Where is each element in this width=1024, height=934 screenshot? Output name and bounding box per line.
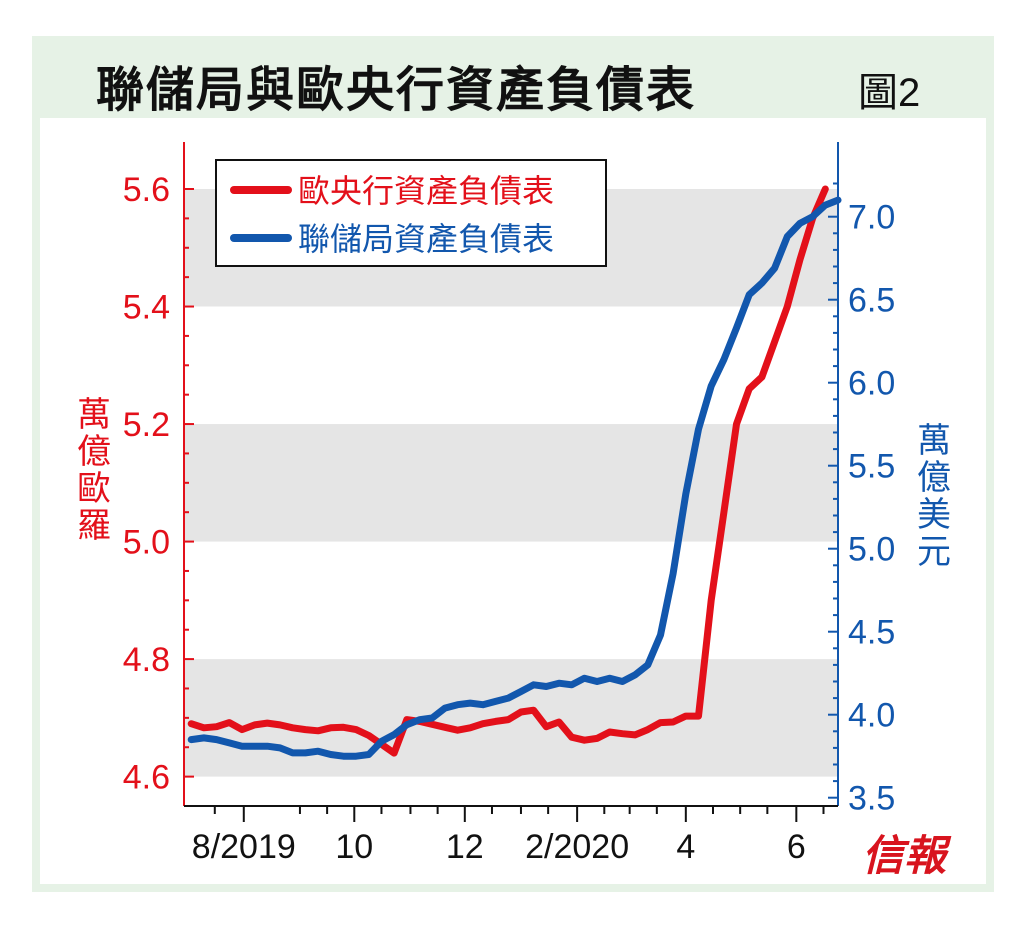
- left-axis-label-char: 歐: [77, 469, 111, 509]
- right-axis-label-char: 億: [917, 458, 951, 498]
- x-tick-label: 12: [446, 828, 484, 866]
- x-tick-label: 8/2019: [192, 828, 296, 866]
- left-axis-label-char: 羅: [77, 506, 111, 546]
- right-tick-label: 5.0: [848, 531, 895, 569]
- ecb-series-line: [187, 185, 829, 757]
- legend-label: 聯儲局資產負債表: [298, 220, 554, 258]
- legend-box: [215, 159, 607, 267]
- x-tick-label: 2/2020: [525, 828, 629, 866]
- right-axis-label-char: 元: [917, 532, 951, 572]
- right-tick-label: 4.5: [848, 614, 895, 652]
- figure-label: 圖2: [858, 71, 921, 115]
- brand-logo: 信報: [862, 831, 947, 880]
- right-tick-label: 4.0: [848, 697, 895, 735]
- left-axis-label-char: 萬: [77, 395, 111, 435]
- x-tick-label: 10: [335, 828, 373, 866]
- right-tick-label: 3.5: [848, 780, 895, 818]
- left-tick-label: 5.6: [123, 171, 170, 209]
- grid-band-1: [184, 424, 838, 542]
- right-tick-label: 7.0: [848, 199, 895, 237]
- left-tick-label: 4.8: [123, 641, 170, 679]
- left-tick-label: 5.2: [123, 406, 170, 444]
- fed-series-line: [187, 196, 842, 760]
- left-axis-label-char: 億: [77, 432, 111, 472]
- x-tick-label: 6: [787, 828, 806, 866]
- right-tick-label: 5.5: [848, 448, 895, 486]
- right-tick-label: 6.0: [848, 365, 895, 403]
- x-tick-label: 4: [676, 828, 695, 866]
- right-tick-label: 6.5: [848, 282, 895, 320]
- chart-title: 聯儲局與歐央行資產負債表: [96, 64, 697, 117]
- left-tick-label: 5.0: [123, 524, 170, 562]
- left-tick-label: 4.6: [123, 759, 170, 797]
- right-axis-label-char: 美: [917, 495, 951, 535]
- right-axis-label-char: 萬: [917, 421, 951, 461]
- left-tick-label: 5.4: [123, 289, 170, 327]
- legend-label: 歐央行資產負債表: [298, 172, 554, 210]
